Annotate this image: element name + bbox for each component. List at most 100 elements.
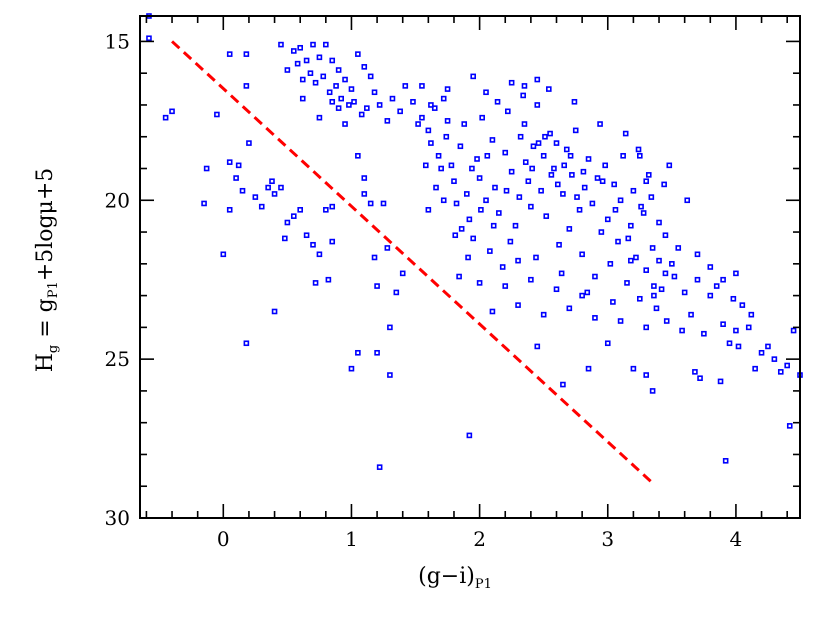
data-point: [733, 270, 739, 277]
data-point: [681, 289, 688, 296]
data-point: [521, 121, 528, 127]
data-point: [543, 213, 550, 219]
data-point: [515, 302, 521, 308]
data-point: [271, 191, 278, 197]
data-point: [748, 311, 755, 318]
data-point: [633, 254, 639, 261]
data-point: [465, 254, 471, 261]
y-tick-label: 20: [105, 188, 130, 212]
data-point: [752, 365, 758, 372]
data-point: [478, 207, 484, 213]
data-point: [656, 219, 662, 226]
data-point: [733, 327, 739, 334]
data-point: [628, 257, 634, 264]
tick-labels-layer: 0 1 2 3 4 15 20 25 30: [105, 29, 743, 551]
data-point: [348, 86, 355, 92]
data-point: [201, 200, 207, 207]
data-point: [594, 175, 601, 181]
data-point: [320, 73, 327, 80]
data-point: [637, 295, 643, 302]
data-point: [739, 302, 746, 308]
data-point: [520, 92, 526, 99]
data-point: [765, 343, 771, 350]
data-point: [307, 70, 314, 76]
x-tick-label: 4: [730, 527, 743, 551]
data-point: [496, 210, 502, 216]
data-point: [635, 146, 642, 153]
data-point: [551, 165, 557, 172]
data-point: [265, 184, 271, 191]
data-point: [771, 356, 778, 362]
data-point: [470, 235, 477, 242]
data-point: [701, 330, 707, 337]
data-point: [348, 365, 355, 372]
data-point: [214, 111, 220, 118]
data-point: [722, 458, 729, 464]
data-point: [338, 95, 345, 102]
data-point: [546, 86, 552, 92]
data-point: [560, 191, 566, 197]
data-point: [602, 162, 609, 169]
data-point: [397, 108, 403, 115]
data-point: [530, 143, 537, 150]
data-point: [576, 207, 583, 213]
data-point: [533, 254, 539, 261]
data-point: [790, 327, 797, 334]
data-point: [278, 184, 284, 191]
data-point: [374, 349, 380, 356]
data-point: [758, 349, 765, 356]
data-point: [529, 165, 535, 172]
data-point: [735, 343, 742, 350]
data-point: [604, 340, 611, 347]
data-point: [649, 245, 656, 251]
data-point: [410, 98, 416, 105]
data-point: [607, 261, 614, 267]
data-point: [534, 76, 541, 83]
data-point: [290, 48, 297, 54]
data-point: [487, 248, 493, 254]
data-point: [440, 95, 447, 102]
data-point: [581, 184, 588, 191]
data-point: [630, 365, 637, 372]
data-point: [474, 156, 480, 162]
data-point: [393, 289, 400, 296]
data-point: [561, 162, 567, 169]
y-tick-label: 30: [105, 506, 130, 530]
x-tick-label: 1: [345, 527, 358, 551]
data-point: [233, 175, 239, 181]
data-point: [483, 89, 489, 96]
data-point: [548, 172, 555, 178]
data-point: [656, 257, 662, 264]
data-point: [663, 318, 670, 324]
data-point: [662, 232, 669, 239]
data-point: [282, 235, 288, 242]
data-point: [589, 200, 596, 207]
reference-dashed-line: [171, 40, 654, 485]
x-tick-label: 0: [217, 527, 230, 551]
data-point: [645, 172, 652, 178]
data-point: [584, 289, 591, 296]
data-point: [371, 254, 378, 261]
data-point: [592, 273, 598, 280]
data-point: [323, 41, 329, 48]
data-point: [713, 283, 720, 289]
data-point: [380, 200, 387, 207]
data-point: [299, 76, 306, 83]
data-point: [422, 162, 429, 169]
data-point: [666, 162, 673, 169]
data-point: [643, 267, 650, 273]
reference-line-layer: [171, 40, 654, 485]
data-point: [707, 292, 714, 299]
data-point: [470, 73, 477, 80]
data-point: [569, 172, 575, 178]
data-point: [679, 327, 685, 334]
data-point: [669, 261, 675, 267]
data-point: [376, 102, 383, 108]
data-point: [239, 187, 246, 194]
data-point: [335, 67, 342, 73]
data-point: [592, 315, 598, 321]
data-point: [316, 251, 323, 258]
data-point: [312, 79, 319, 86]
data-point: [323, 207, 329, 213]
data-point: [625, 235, 632, 242]
